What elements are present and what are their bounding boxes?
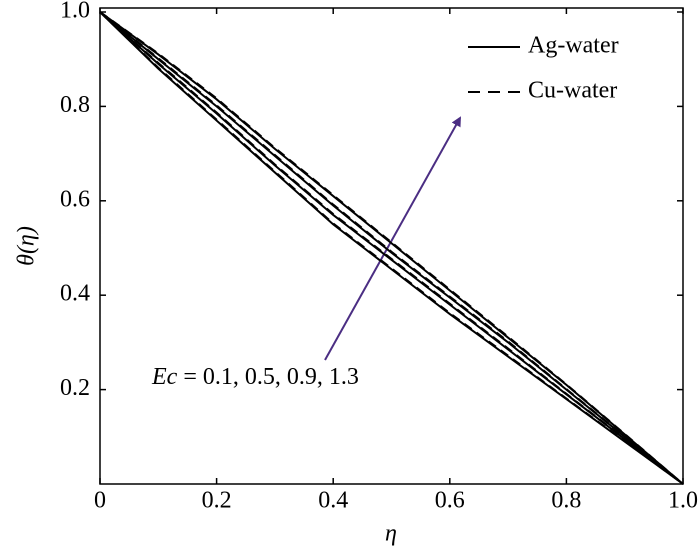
y-tick-label: 0.2	[60, 375, 90, 401]
x-tick-label: 0	[94, 488, 106, 514]
plot-frame	[99, 7, 684, 485]
arrow	[324, 116, 461, 361]
curve	[99, 11, 684, 485]
annotation: Ec = 0.1, 0.5, 0.9, 1.3	[151, 364, 359, 390]
y-tick-label: 0.8	[60, 92, 90, 118]
annotation-text: = 0.1, 0.5, 0.9, 1.3	[177, 364, 359, 390]
x-tick-label: 0.2	[202, 488, 232, 514]
x-tick-label: 1.0	[668, 488, 698, 514]
annotation-symbol: Ec	[151, 364, 178, 390]
x-tick-label: 0.4	[318, 488, 348, 514]
y-tick-label: 1.0	[60, 0, 90, 24]
x-tick-label: 0.8	[551, 488, 581, 514]
curve	[99, 11, 684, 485]
y-tick-label: 0.4	[60, 281, 90, 307]
y-tick-label: 0.6	[60, 186, 90, 212]
curve	[99, 11, 684, 485]
x-tick-label: 0.6	[435, 488, 465, 514]
y-axis-label: θ(η)	[14, 226, 40, 266]
legend-label: Ag-water	[528, 33, 619, 59]
legend-label: Cu-water	[528, 78, 617, 104]
curve	[99, 11, 684, 485]
x-axis-label: η	[385, 521, 397, 547]
